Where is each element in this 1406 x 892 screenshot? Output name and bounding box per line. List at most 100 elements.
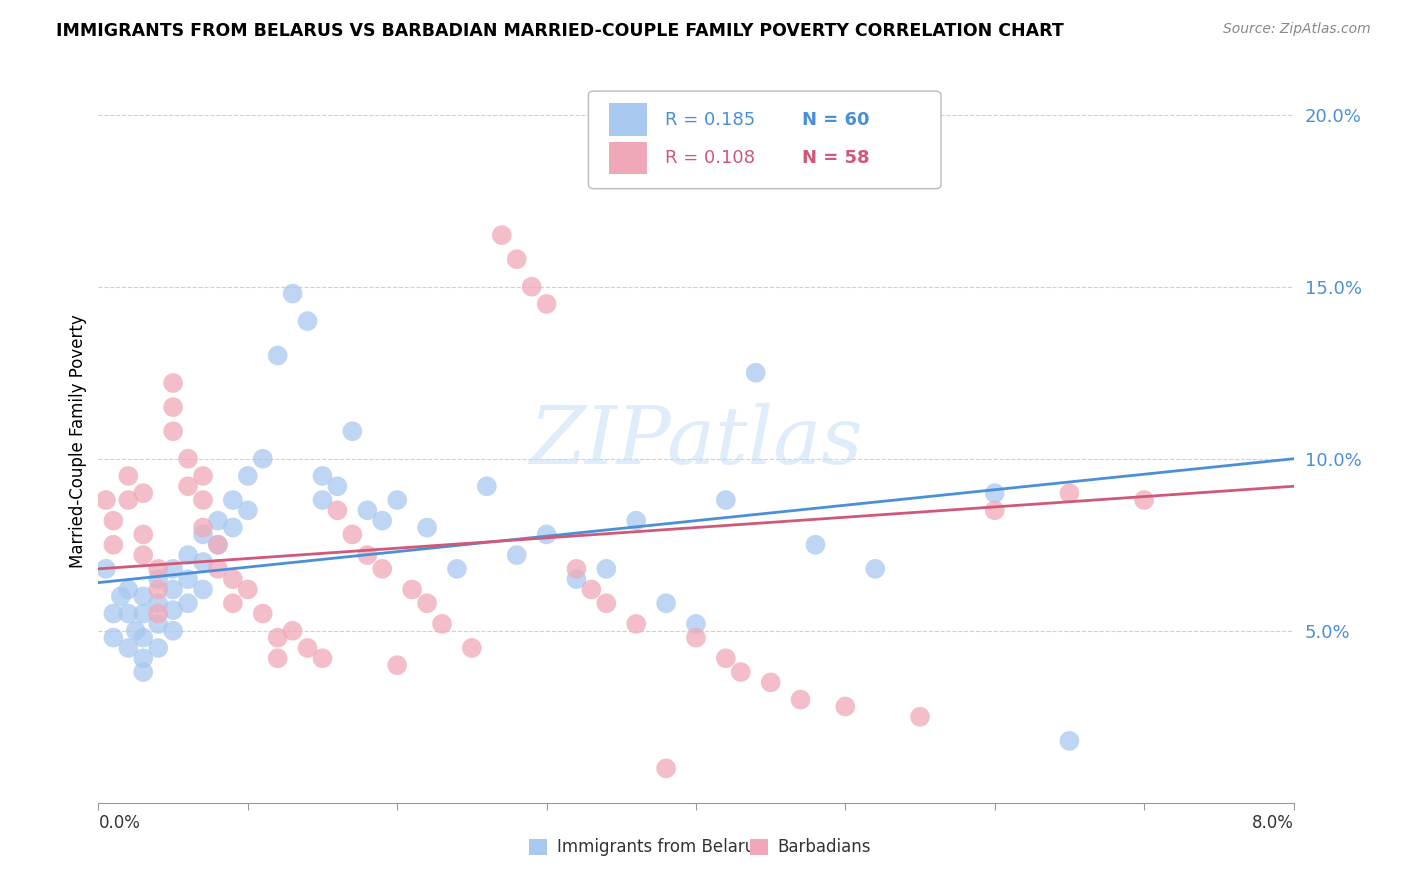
- Point: [714, 651, 737, 665]
- Point: [461, 640, 484, 655]
- Point: [730, 665, 752, 679]
- Bar: [529, 838, 547, 855]
- Point: [148, 640, 170, 655]
- Point: [565, 572, 588, 586]
- Point: [1133, 493, 1156, 508]
- Point: [297, 640, 319, 655]
- Point: [132, 548, 155, 562]
- Point: [759, 675, 782, 690]
- Bar: [749, 838, 768, 855]
- Bar: [609, 142, 647, 174]
- Point: [984, 486, 1007, 500]
- Point: [132, 527, 155, 541]
- Point: [117, 640, 139, 655]
- Point: [252, 451, 274, 466]
- Text: Barbadians: Barbadians: [778, 838, 872, 855]
- Point: [834, 699, 856, 714]
- Point: [148, 562, 170, 576]
- Point: [132, 631, 155, 645]
- FancyBboxPatch shape: [589, 91, 941, 189]
- Point: [506, 548, 529, 562]
- Point: [103, 538, 125, 552]
- Point: [595, 562, 617, 576]
- Point: [148, 616, 170, 631]
- Point: [1059, 734, 1081, 748]
- Point: [162, 624, 184, 638]
- Point: [162, 603, 184, 617]
- Point: [252, 607, 274, 621]
- Point: [177, 596, 200, 610]
- Point: [267, 631, 290, 645]
- Bar: [609, 103, 647, 136]
- Point: [191, 469, 214, 483]
- Point: [207, 514, 229, 528]
- Point: [162, 400, 184, 414]
- Text: R = 0.185: R = 0.185: [665, 111, 755, 129]
- Point: [626, 616, 648, 631]
- Point: [371, 514, 394, 528]
- Point: [132, 651, 155, 665]
- Point: [536, 297, 558, 311]
- Point: [401, 582, 423, 597]
- Point: [207, 562, 229, 576]
- Point: [789, 692, 811, 706]
- Point: [94, 493, 117, 508]
- Point: [117, 607, 139, 621]
- Y-axis label: Married-Couple Family Poverty: Married-Couple Family Poverty: [69, 315, 87, 568]
- Point: [655, 596, 678, 610]
- Point: [191, 520, 214, 534]
- Point: [103, 514, 125, 528]
- Point: [416, 520, 439, 534]
- Point: [148, 607, 170, 621]
- Text: N = 58: N = 58: [803, 149, 870, 167]
- Point: [984, 503, 1007, 517]
- Point: [207, 538, 229, 552]
- Point: [342, 527, 364, 541]
- Point: [430, 616, 453, 631]
- Point: [191, 582, 214, 597]
- Point: [117, 582, 139, 597]
- Point: [132, 590, 155, 604]
- Point: [162, 376, 184, 390]
- Point: [581, 582, 603, 597]
- Text: N = 60: N = 60: [803, 111, 870, 129]
- Point: [236, 503, 259, 517]
- Point: [110, 590, 132, 604]
- Point: [103, 631, 125, 645]
- Point: [132, 486, 155, 500]
- Point: [132, 607, 155, 621]
- Point: [297, 314, 319, 328]
- Point: [371, 562, 394, 576]
- Point: [236, 469, 259, 483]
- Point: [311, 651, 333, 665]
- Point: [714, 493, 737, 508]
- Point: [626, 514, 648, 528]
- Point: [148, 572, 170, 586]
- Point: [148, 596, 170, 610]
- Point: [356, 503, 378, 517]
- Point: [281, 286, 304, 301]
- Point: [117, 469, 139, 483]
- Point: [655, 761, 678, 775]
- Point: [326, 479, 349, 493]
- Point: [1059, 486, 1081, 500]
- Text: Source: ZipAtlas.com: Source: ZipAtlas.com: [1223, 22, 1371, 37]
- Point: [311, 493, 333, 508]
- Point: [804, 538, 827, 552]
- Point: [385, 658, 409, 673]
- Point: [207, 538, 229, 552]
- Point: [491, 228, 513, 243]
- Point: [191, 555, 214, 569]
- Point: [536, 527, 558, 541]
- Point: [162, 562, 184, 576]
- Point: [281, 624, 304, 638]
- Point: [326, 503, 349, 517]
- Point: [94, 562, 117, 576]
- Point: [385, 493, 409, 508]
- Point: [222, 493, 245, 508]
- Point: [267, 349, 290, 363]
- Point: [416, 596, 439, 610]
- Point: [125, 624, 148, 638]
- Point: [117, 493, 139, 508]
- Point: [446, 562, 468, 576]
